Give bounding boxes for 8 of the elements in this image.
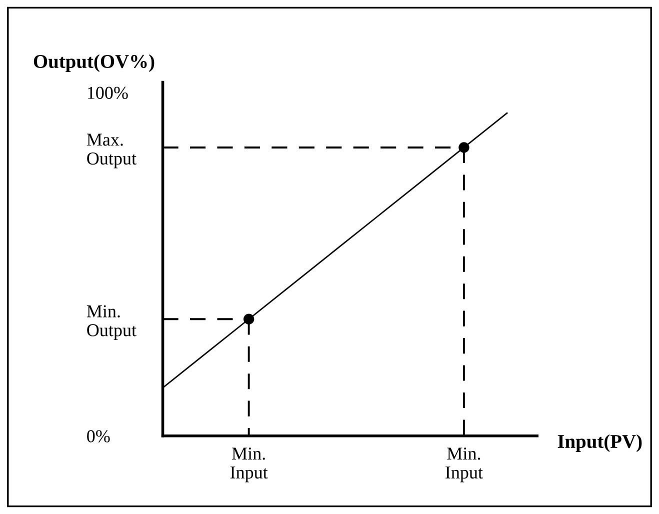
y-tick-label: 0% xyxy=(87,430,110,442)
x-tick-label: Min. Input xyxy=(230,448,268,482)
y-axis-title: Output(OV%) xyxy=(34,54,154,72)
y-tick-label: Max. Output xyxy=(86,134,136,168)
x-axis-title: Input(PV) xyxy=(558,434,642,452)
x-tick-label: Min. Input xyxy=(446,448,483,482)
y-tick-label: Min. Output xyxy=(86,305,136,340)
y-tick-label: 100% xyxy=(88,86,128,100)
